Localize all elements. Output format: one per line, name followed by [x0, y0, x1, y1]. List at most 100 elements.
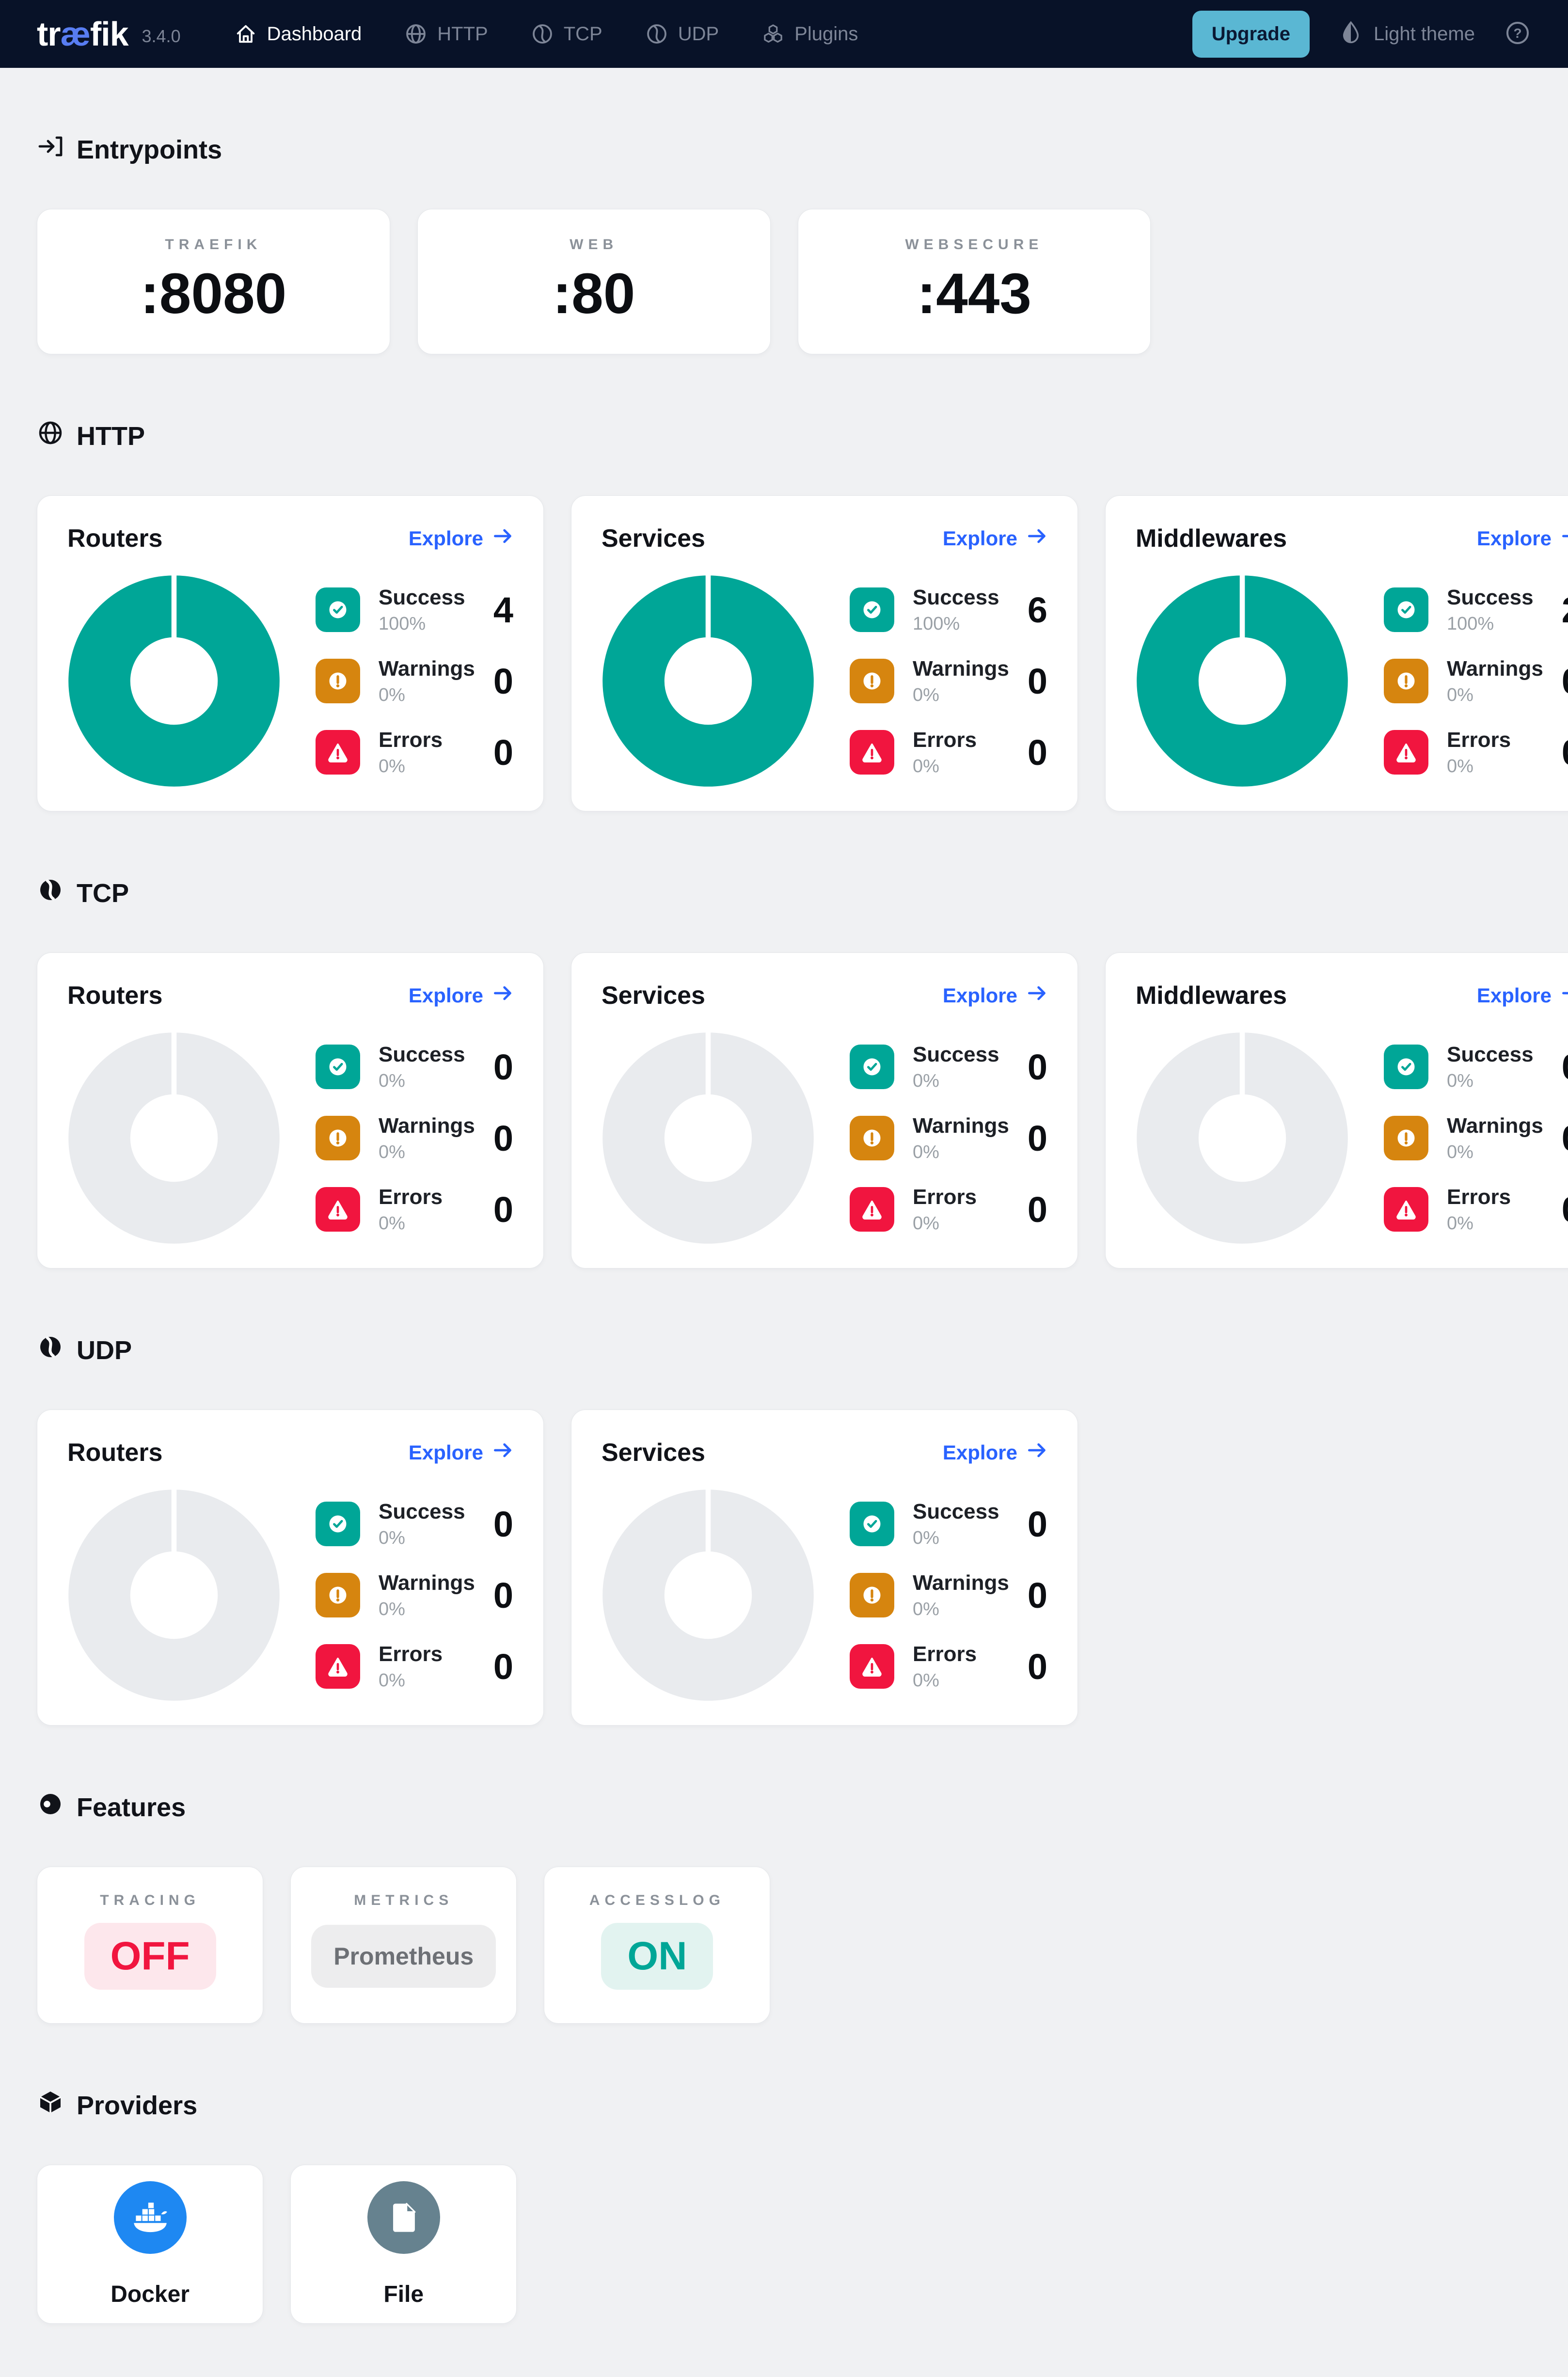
provider-card-file[interactable]: File: [290, 2165, 517, 2324]
entrypoint-port: :80: [552, 262, 635, 326]
logo-text: fik: [90, 15, 129, 53]
explore-link[interactable]: Explore: [409, 982, 513, 1009]
provider-card-docker[interactable]: Docker: [37, 2165, 264, 2324]
warning-icon: [316, 1573, 360, 1617]
feature-label: TRACING: [100, 1892, 200, 1908]
udp-grid-spacer: [1105, 1410, 1531, 1726]
theme-toggle[interactable]: Light theme: [1339, 19, 1475, 48]
arrow-right-icon: [1026, 525, 1047, 552]
explore-link[interactable]: Explore: [943, 982, 1047, 1009]
donut-chart: [1137, 574, 1348, 787]
feature-status-badge: OFF: [84, 1923, 216, 1990]
explore-link[interactable]: Explore: [943, 1440, 1047, 1466]
traefik-logo[interactable]: træfik: [37, 15, 129, 53]
explore-link[interactable]: Explore: [1477, 525, 1568, 552]
feature-card-metrics: METRICS Prometheus: [290, 1867, 517, 2024]
entrypoint-card-traefik: TRAEFIK :8080: [37, 209, 390, 354]
donut-chart: [602, 1031, 814, 1244]
legend: Success 100% 6 Warnings 0% 0 Errors 0% 0: [849, 586, 1047, 777]
nav-item-tcp[interactable]: TCP: [531, 22, 602, 46]
card-title: Middlewares: [1135, 524, 1287, 553]
udp-routers-card: Routers Explore Success 0% 0: [37, 1410, 544, 1726]
globe-icon: [37, 419, 64, 453]
home-icon: [234, 22, 257, 46]
feature-label: METRICS: [354, 1892, 454, 1908]
legend-value: 0: [1027, 1189, 1047, 1230]
features-grid: TRACING OFF METRICS Prometheus ACCESSLOG…: [37, 1867, 1531, 2024]
nav-item-dashboard[interactable]: Dashboard: [234, 22, 362, 46]
legend-value: 0: [1027, 1646, 1047, 1687]
nav-label: UDP: [678, 23, 719, 45]
provider-label: Docker: [111, 2281, 190, 2307]
entrypoint-port: :8080: [140, 262, 287, 326]
error-icon: [849, 730, 894, 775]
nav-item-udp[interactable]: UDP: [645, 22, 719, 46]
arrow-right-icon: [1560, 525, 1568, 552]
navbar-right: Upgrade Light theme ?: [1192, 10, 1531, 58]
warning-icon: [849, 1116, 894, 1160]
entrypoints-icon: [37, 133, 64, 166]
card-title: Routers: [67, 1439, 163, 1467]
http-routers-card: Routers Explore Success 100% 4: [37, 495, 544, 811]
explore-link[interactable]: Explore: [1477, 982, 1568, 1009]
tcp-icon: [37, 876, 64, 910]
nav-label: Plugins: [794, 23, 858, 45]
entrypoints-heading: Entrypoints: [37, 133, 1531, 166]
legend: Success 100% 4 Warnings 0% 0 Errors 0% 0: [316, 586, 513, 777]
legend-value: 0: [493, 1575, 513, 1616]
feature-status-badge: ON: [601, 1923, 713, 1990]
explore-link[interactable]: Explore: [409, 1440, 513, 1466]
donut-chart: [602, 1489, 814, 1701]
legend-value: 0: [493, 1189, 513, 1230]
upgrade-button[interactable]: Upgrade: [1192, 10, 1310, 58]
nav-label: TCP: [563, 23, 602, 45]
donut-chart: [68, 574, 280, 787]
entrypoint-card-web: WEB :80: [417, 209, 771, 354]
nav-item-plugins[interactable]: Plugins: [761, 22, 858, 46]
explore-link[interactable]: Explore: [943, 525, 1047, 552]
error-icon: [316, 730, 360, 775]
entrypoint-card-websecure: WEBSECURE :443: [797, 209, 1151, 354]
legend-value: 0: [1027, 732, 1047, 773]
main-nav: Dashboard HTTP TCP UDP: [234, 22, 858, 46]
udp-icon: [645, 22, 668, 46]
arrow-right-icon: [492, 982, 513, 1009]
udp-icon: [37, 1333, 64, 1367]
nav-item-http[interactable]: HTTP: [404, 22, 488, 46]
http-grid: Routers Explore Success 100% 4: [37, 495, 1568, 811]
error-icon: [849, 1187, 894, 1232]
entrypoint-port: :443: [917, 262, 1031, 326]
success-icon: [1383, 1045, 1428, 1089]
legend-value: 0: [1562, 661, 1568, 702]
providers-grid: Docker File: [37, 2165, 1531, 2324]
success-icon: [316, 1045, 360, 1089]
card-title: Routers: [67, 524, 163, 553]
legend-value: 0: [1027, 1575, 1047, 1616]
legend-value: 0: [493, 1118, 513, 1158]
http-services-card: Services Explore Success 100% 6: [570, 495, 1078, 811]
version-label: 3.4.0: [142, 26, 181, 46]
explore-link[interactable]: Explore: [409, 525, 513, 552]
warning-icon: [316, 659, 360, 703]
docker-icon: [113, 2181, 187, 2254]
warning-icon: [316, 1116, 360, 1160]
theme-label: Light theme: [1373, 23, 1475, 45]
error-icon: [316, 1187, 360, 1232]
legend-value: 0: [1562, 1189, 1568, 1230]
arrow-right-icon: [1026, 1440, 1047, 1466]
help-icon[interactable]: ?: [1504, 19, 1531, 49]
